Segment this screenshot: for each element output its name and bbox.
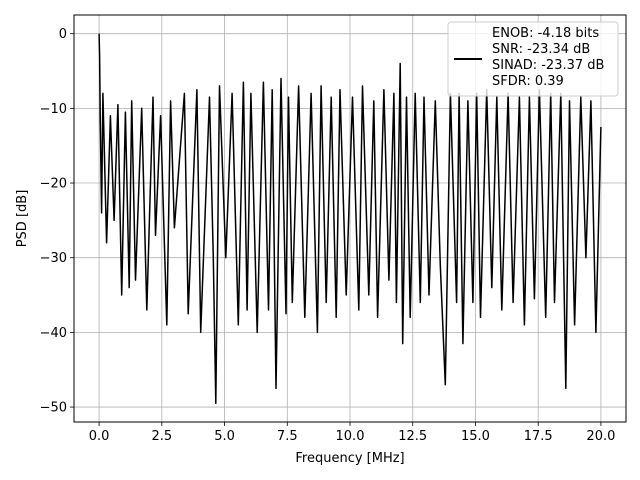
x-tick-label: 5.0 — [214, 429, 235, 444]
legend-box — [447, 21, 619, 97]
y-tick-label: 0 — [59, 27, 67, 42]
psd-series-line — [98, 33, 602, 405]
legend-sfdr: SFDR: 0.39 — [492, 74, 564, 89]
x-tick-label: 15.0 — [461, 429, 490, 444]
x-tick-label: 12.5 — [398, 429, 427, 444]
y-tick-label: −30 — [40, 251, 67, 266]
x-tick-label: 0.0 — [89, 429, 110, 444]
x-tick-label: 2.5 — [151, 429, 172, 444]
y-tick-label: −50 — [40, 401, 67, 416]
plot-area — [98, 33, 602, 405]
y-tick-label: −40 — [40, 326, 67, 341]
y-tick-label: −10 — [40, 102, 67, 117]
x-tick-label: 17.5 — [524, 429, 553, 444]
y-axis-label: PSD [dB] — [15, 190, 30, 248]
x-axis-ticks: 0.0 2.5 5.0 7.5 10.0 12.5 15.0 17.5 20.0 — [89, 422, 615, 444]
legend-snr: SNR: -23.34 dB — [492, 42, 590, 57]
x-tick-label: 20.0 — [586, 429, 615, 444]
y-tick-label: −20 — [40, 177, 67, 192]
x-tick-label: 10.0 — [336, 429, 365, 444]
y-axis-ticks: 0 −10 −20 −30 −40 −50 — [40, 27, 74, 416]
x-tick-label: 7.5 — [277, 429, 298, 444]
legend-enob: ENOB: -4.18 bits — [492, 26, 599, 41]
legend-sinad: SINAD: -23.37 dB — [492, 58, 604, 73]
legend: ENOB: -4.18 bits SNR: -23.34 dB SINAD: -… — [447, 21, 619, 97]
x-axis-label: Frequency [MHz] — [295, 451, 404, 466]
